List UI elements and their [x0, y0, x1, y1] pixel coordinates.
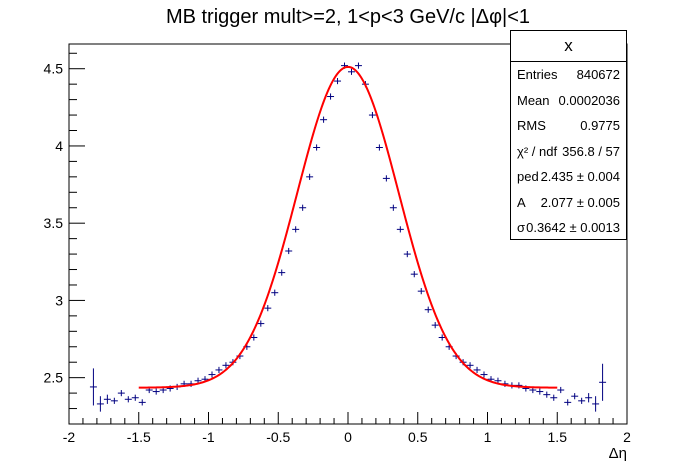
data-point [306, 173, 314, 180]
x-tick-label: 0 [344, 429, 352, 445]
data-point [550, 394, 558, 401]
stats-row-chi2: χ² / ndf 356.8 / 57 [511, 139, 626, 165]
data-point [222, 362, 230, 369]
data-point [103, 394, 111, 404]
stats-label: ped [517, 169, 539, 185]
data-point [403, 250, 411, 258]
data-point [375, 144, 383, 151]
data-point [557, 386, 565, 394]
stats-box: x Entries 840672 Mean 0.0002036 RMS 0.97… [510, 30, 627, 240]
data-point [417, 288, 425, 295]
data-point [320, 116, 328, 123]
stats-row-sigma: σ 0.3642 ± 0.0013 [511, 215, 626, 241]
data-point [327, 93, 335, 100]
data-point [285, 247, 293, 255]
data-point [396, 226, 404, 233]
data-point [138, 399, 146, 406]
data-point [257, 320, 265, 327]
stats-value: 0.0002036 [558, 92, 620, 108]
data-point [124, 396, 132, 403]
stats-label: Entries [517, 67, 558, 83]
stats-box-title: x [511, 31, 626, 62]
data-point [117, 390, 125, 397]
y-tick-label: 4.5 [44, 61, 64, 77]
y-tick-label: 3 [55, 292, 63, 308]
x-tick-label: -1 [202, 429, 215, 445]
data-point [89, 368, 97, 406]
data-point [564, 399, 572, 406]
x-tick-label: 1.5 [548, 429, 568, 445]
stats-label: A [517, 194, 526, 210]
x-tick-label: 2 [623, 429, 631, 445]
x-axis-label: Δη [609, 445, 627, 462]
data-point [424, 306, 432, 313]
stats-label: RMS [517, 118, 546, 134]
data-point [473, 366, 481, 374]
stats-label: χ² / ndf [517, 143, 558, 159]
data-point [110, 397, 118, 404]
data-point [389, 204, 397, 211]
data-point [438, 334, 446, 341]
data-point [382, 175, 390, 182]
data-point [354, 62, 362, 69]
stats-value: 2.435 ± 0.004 [540, 169, 620, 185]
data-point [592, 396, 600, 412]
data-point [278, 269, 286, 276]
chart-title: MB trigger mult>=2, 1<p<3 GeV/c |Δφ|<1 [165, 6, 531, 28]
stats-value: 2.077 ± 0.005 [540, 194, 620, 210]
data-point [368, 111, 376, 119]
data-point [480, 371, 488, 378]
data-point [264, 305, 272, 312]
stats-value: 0.3642 ± 0.0013 [526, 220, 620, 236]
x-tick-label: 0.5 [408, 429, 428, 445]
stats-value: 356.8 / 57 [562, 143, 620, 159]
stats-label: Mean [517, 92, 550, 108]
data-point [410, 271, 418, 278]
stats-value: 840672 [576, 67, 620, 83]
x-tick-label: 1 [484, 429, 492, 445]
data-point [585, 393, 593, 403]
data-point [571, 393, 579, 400]
data-point [313, 144, 321, 151]
data-point [96, 396, 104, 412]
stats-row-mean: Mean 0.0002036 [511, 88, 626, 114]
stats-label: σ [517, 220, 526, 236]
y-tick-label: 4 [55, 138, 63, 154]
data-point [466, 362, 474, 369]
stats-value: 0.9775 [580, 118, 620, 134]
data-point [599, 363, 607, 401]
x-tick-label: -0.5 [266, 429, 290, 445]
data-point [292, 226, 300, 233]
data-point [348, 68, 355, 75]
data-point [543, 391, 551, 398]
stats-row-a: A 2.077 ± 0.005 [511, 190, 626, 216]
data-point [131, 394, 139, 401]
data-point [536, 388, 544, 395]
data-point [334, 77, 342, 85]
y-tick-label: 2.5 [44, 370, 64, 386]
data-point [250, 334, 258, 341]
y-tick-label: 3.5 [44, 215, 64, 231]
stats-row-ped: ped 2.435 ± 0.004 [511, 164, 626, 190]
data-point [215, 366, 223, 374]
data-point [152, 388, 160, 395]
data-point [299, 204, 307, 211]
x-tick-label: -1.5 [127, 429, 151, 445]
fit-curve [138, 65, 558, 389]
data-point [578, 397, 586, 404]
data-point [431, 322, 439, 329]
stats-row-rms: RMS 0.9775 [511, 113, 626, 139]
data-point [271, 289, 279, 296]
stats-row-entries: Entries 840672 [511, 62, 626, 88]
data-point [208, 371, 216, 378]
x-tick-label: -2 [63, 429, 76, 445]
